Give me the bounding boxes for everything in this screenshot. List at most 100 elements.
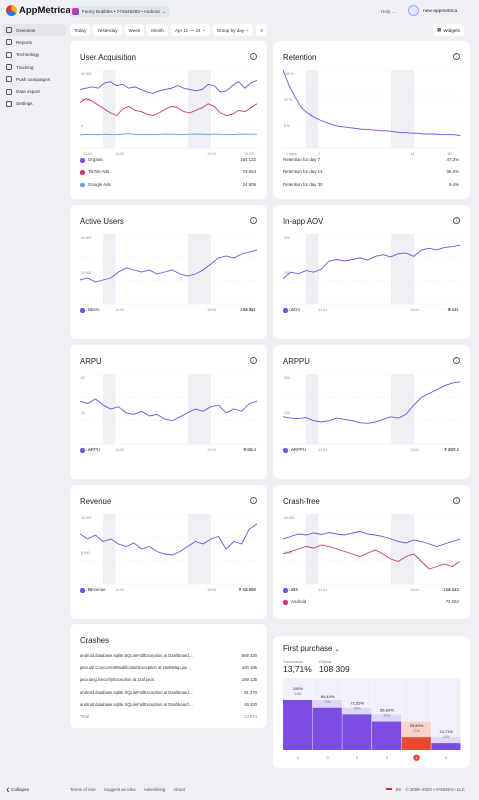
crash-count: 91 270 [244,689,257,695]
legend-item[interactable]: Google Ads 24 809 [80,180,256,192]
info-icon[interactable]: i [453,217,460,224]
widgets-button[interactable]: ▦ Widgets [433,24,464,36]
crash-count: 420 185 [241,664,257,670]
funnel-step-bar [372,721,402,750]
account-name[interactable]: new-appmetrica [423,9,458,14]
weekend-band [103,70,116,148]
y-tick-label: 0 % [284,124,290,128]
collapse-button[interactable]: ❮ Collapse [6,787,30,792]
conversion-label: Conversion [283,659,304,664]
legend-label: Users [88,307,100,312]
sidebar-item-settings[interactable]: Settings [0,98,66,110]
logo-text[interactable]: AppMetrica [19,5,71,16]
x-tick-label: 21.04 [207,448,216,452]
language-select[interactable]: En [396,787,402,792]
weekend-band [390,514,414,584]
funnel-title[interactable]: First purchase ⌄ [283,644,340,653]
y-tick-label: 100 [284,271,290,275]
funnel-step-index: 0 [386,756,388,760]
about-link[interactable]: About [173,787,185,792]
crash-row[interactable]: android.database.sqlite.SQLiteFullExcept… [80,686,257,698]
app-icon [72,8,79,15]
legend-item[interactable]: Revenue ₮ 82 508 [80,585,256,597]
retention-title: Retention [283,53,317,62]
arppu-card: ARPPU i 300 150 11.04 14.04 21.04 24.04 ARPPU ₮ 2… [273,345,470,479]
active-users-chart: 40 000 20 000 11.04 14.04 21.04 24.04 [80,234,257,312]
tracking-icon [6,64,12,71]
legend-value: 284 351 [240,307,256,312]
help-menu[interactable]: Help ⌄ [381,9,396,14]
crash-free-legend: iOS 164 122 Android 73 664 [283,585,459,610]
suggest-link[interactable]: Suggest an idea [103,787,136,792]
active-users-title: Active Users [80,217,124,226]
active-users-legend: Users 284 351 [80,305,256,317]
legend-item[interactable]: AOV ₮ 131 [283,305,459,317]
sidebar-item-data-export[interactable]: Data export [0,85,66,97]
info-icon[interactable]: i [453,357,460,364]
filter-week-button[interactable]: Week [124,24,145,36]
x-tick-label: 21.04 [410,588,419,592]
appmetrica-logo-icon[interactable] [6,5,17,16]
info-icon[interactable]: i [250,357,257,364]
legend-item[interactable]: Users 284 351 [80,305,256,317]
series-line-ios [283,531,460,547]
filter-settings-button[interactable]: ≡ [256,24,267,36]
crash-row[interactable]: android.database.sqlite.SQLiteFullExcept… [80,649,257,661]
filter-today-button[interactable]: Today [70,24,91,36]
legend-value: ₮ 82 508 [238,587,256,592]
legend-item[interactable]: Organic 164 122 [80,155,256,167]
weekend-band [103,514,116,584]
sidebar-item-push-campaigns[interactable]: Push campaigns [0,73,66,85]
crash-free-title: Crash-free [283,497,320,506]
filter-yesterday-button[interactable]: Yesterday [93,24,122,36]
arpu-title: ARPU [80,357,102,366]
info-icon[interactable]: i [250,53,257,60]
arppu-chart: 300 150 11.04 14.04 21.04 24.04 [283,374,460,452]
filter-month-button[interactable]: Month [147,24,168,36]
date-range-picker[interactable]: Apr 11 — 24 ⌄ [170,24,210,36]
crash-row[interactable]: java.lang.SecurityException at zzaf.java… [80,674,257,686]
legend-item[interactable]: TikTok Ads 73 664 [80,167,256,179]
sidebar-item-reports[interactable]: Reports [0,36,66,48]
funnel-step-index: 1 [416,756,418,760]
x-tick-label: 14.04 [318,308,327,312]
sidebar-item-technology[interactable]: Technology [0,49,66,61]
info-icon[interactable]: i [453,53,460,60]
series-line-organic [80,79,257,94]
x-tick-label: 7 [318,152,320,156]
weekend-band [103,234,116,304]
legend-item[interactable]: Retention for day 14 36,9% [283,167,459,179]
terms-link[interactable]: Terms of Use [70,787,96,792]
x-tick-label: 14.04 [115,152,124,156]
crash-count: 169 135 [241,677,257,683]
legend-item[interactable]: Android 73 664 [283,597,459,609]
funnel-step-index: 0 [327,756,329,760]
info-icon[interactable]: i [250,497,257,504]
crash-row[interactable]: android.database.sqlite.SQLiteFullExcept… [80,698,257,710]
sidebar-item-tracking[interactable]: Tracking [0,61,66,73]
series-line-revenue [80,523,257,556]
funnel-step-count: 360k [383,714,391,718]
legend-label: Retention for day 14 [283,169,323,175]
info-icon[interactable]: i [250,217,257,224]
flag-icon[interactable] [386,787,392,792]
crash-row[interactable]: java.util.ConcurrentModificationExceptio… [80,661,257,673]
group-by-select[interactable]: Group by day ⌄ [212,24,254,36]
sidebar-item-label: Technology [16,52,40,58]
app-selector[interactable]: Funny Bubbles • 774849283 • Android ⌄ [70,6,171,17]
avatar[interactable] [408,5,419,16]
x-tick-label: 0 days [287,152,297,156]
info-icon[interactable]: i [453,497,460,504]
advertising-link[interactable]: Advertising [143,787,166,792]
push-icon [6,76,12,83]
sidebar-item-overview[interactable]: Overview [2,24,66,37]
legend-item[interactable]: Retention for day 30 9,4% [283,180,459,192]
legend-item[interactable]: ARPU ₮ 52.4 [80,445,256,457]
legend-dot-icon [80,588,85,593]
legend-item[interactable]: Retention for day 7 47,3% [283,155,459,167]
x-tick-label: 14.04 [318,448,327,452]
legend-item[interactable]: iOS 164 122 [283,585,459,597]
legend-item[interactable]: ARPPU ₮ 287.2 [283,445,459,457]
period-filters: Today Yesterday Week Month Apr 11 — 24 ⌄… [70,24,267,36]
x-tick-label: 24.04 [245,448,254,452]
